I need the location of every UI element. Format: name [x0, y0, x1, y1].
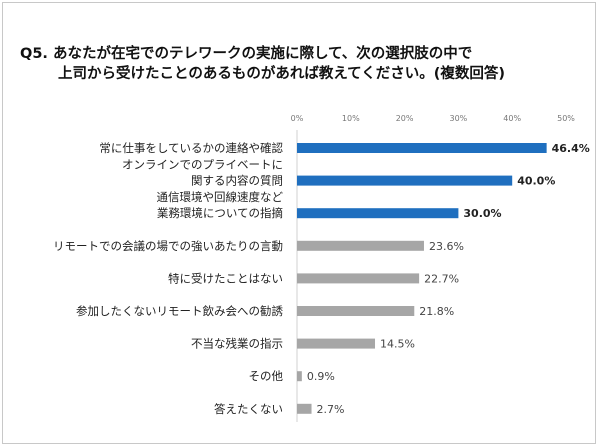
value-label: 14.5%: [380, 338, 415, 351]
value-label: 23.6%: [429, 240, 464, 253]
bar: [297, 208, 459, 219]
bar: [297, 371, 302, 382]
value-label: 0.9%: [307, 370, 335, 383]
value-label: 40.0%: [517, 175, 555, 188]
value-label: 2.7%: [317, 403, 345, 416]
chart-title: Q5. あなたが在宅でのテレワークの実施に際して、次の選択肢の中で 上司から受け…: [20, 44, 505, 84]
value-label: 30.0%: [463, 207, 501, 220]
bar: [297, 175, 513, 186]
category-label: 特に受けたことはない: [168, 271, 283, 285]
chart-frame: [2, 2, 596, 444]
x-tick-label: 10%: [342, 114, 360, 123]
bar: [297, 403, 312, 414]
value-label: 46.4%: [552, 142, 590, 155]
category-label: リモートでの会議の場での強いあたりの言動: [53, 239, 283, 253]
x-tick-label: 0%: [291, 114, 304, 123]
category-label: 参加したくないリモート飲み会への勧誘: [76, 304, 283, 318]
value-label: 21.8%: [419, 305, 454, 318]
category-label: その他: [249, 369, 284, 383]
x-tick-label: 40%: [503, 114, 521, 123]
x-tick-label: 50%: [557, 114, 575, 123]
category-label: オンラインでのプライベートに: [122, 158, 283, 172]
category-label: 関する内容の質問: [191, 174, 283, 188]
x-tick-label: 30%: [450, 114, 468, 123]
value-label: 22.7%: [424, 272, 459, 285]
category-label: 常に仕事をしているかの連絡や確認: [99, 141, 283, 155]
bar: [297, 306, 415, 316]
x-tick-label: 20%: [396, 114, 414, 123]
bar: [297, 273, 420, 284]
bar: [297, 143, 547, 153]
title-line-1: Q5. あなたが在宅でのテレワークの実施に際して、次の選択肢の中で: [20, 46, 473, 62]
title-line-2: 上司から受けたことのあるものがあれば教えてください。(複数回答): [58, 66, 505, 82]
category-label: 不当な残業の指示: [191, 337, 283, 351]
category-label: 業務環境についての指摘: [157, 206, 283, 220]
category-label: 答えたくない: [214, 402, 283, 416]
category-label: 通信環境や回線速度など: [157, 190, 284, 204]
bar: [297, 338, 376, 349]
bar: [297, 240, 424, 251]
